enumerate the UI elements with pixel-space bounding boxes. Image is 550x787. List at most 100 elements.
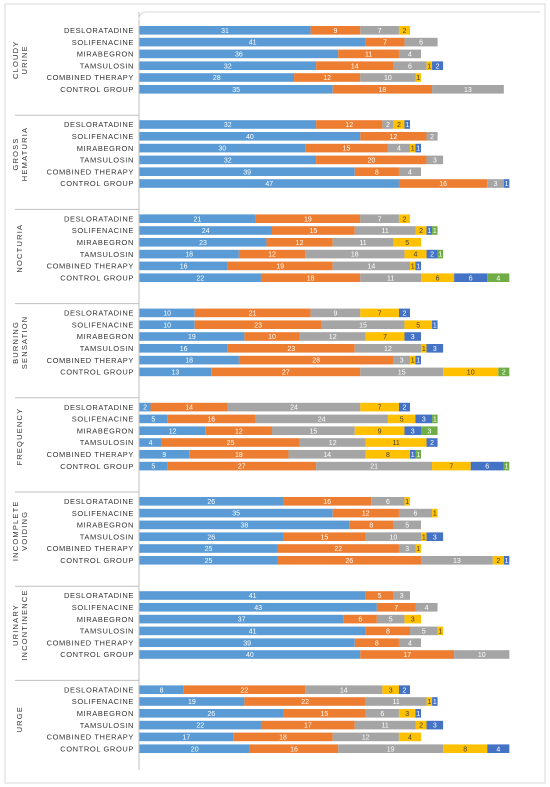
data-label: 7	[378, 216, 382, 223]
plot-top-border	[138, 11, 540, 21]
data-label: 37	[238, 617, 246, 624]
bar-segment	[227, 344, 355, 353]
bar-segment	[415, 450, 422, 459]
data-label: 2	[430, 440, 434, 447]
bar-segment	[415, 143, 422, 153]
category-label: COMBINED THERAPY	[47, 544, 134, 553]
bar-segment	[503, 179, 510, 188]
data-label: 1	[405, 499, 409, 506]
bar-segment	[360, 214, 399, 223]
category-label: DESLORATADINE	[64, 26, 134, 35]
bar-row: TAMSULOSIN 32 20 3	[80, 155, 444, 165]
data-label: 17	[304, 723, 312, 730]
data-label: 17	[183, 735, 191, 742]
bar-segment	[470, 461, 504, 471]
data-label: 6	[386, 499, 390, 506]
bar-segment	[503, 461, 510, 471]
bar-row: MIRABEGRON 26 15 6 3 1	[77, 709, 422, 718]
data-label: 47	[265, 181, 273, 188]
bar-segment	[415, 73, 422, 82]
category-label: MIRABEGRON	[77, 238, 134, 247]
data-label: 15	[343, 146, 351, 153]
data-label: 12	[235, 428, 243, 435]
data-label: 22	[240, 687, 248, 694]
data-label: 21	[249, 311, 257, 318]
data-label: 3	[400, 593, 404, 600]
group-cloudy-urine: CLOUDYURINE DESLORATADINE 31 9 7 2 SOLIFENACIN…	[11, 26, 504, 94]
bar-segment	[354, 720, 416, 730]
data-label: 39	[243, 640, 251, 647]
bar-segment	[426, 532, 444, 541]
bar-segment	[139, 37, 366, 47]
data-label: 8	[463, 746, 467, 753]
data-label: 2	[403, 687, 407, 694]
category-label: DESLORATADINE	[64, 214, 134, 223]
data-label: 3	[494, 181, 498, 188]
bar-segment	[415, 261, 422, 271]
data-label: 22	[196, 723, 204, 730]
data-label: 7	[378, 405, 382, 412]
bar-segment	[365, 591, 394, 600]
bar-row: DESLORATADINE 2 14 24 7 2	[64, 402, 410, 412]
data-label: 19	[188, 699, 196, 706]
bar-segment	[139, 61, 317, 70]
data-label: 4	[414, 252, 418, 259]
bar-segment	[139, 132, 361, 141]
data-label: 7	[378, 311, 382, 318]
bar-segment	[332, 508, 399, 518]
bar-segment	[382, 120, 394, 129]
category-label: CONTROL GROUP	[60, 273, 134, 282]
data-label: 19	[304, 216, 312, 223]
data-label: 15	[321, 711, 329, 718]
data-label: 11	[387, 275, 394, 282]
bar-segment	[426, 61, 433, 70]
bar-segment	[360, 26, 399, 35]
data-label: 38	[240, 523, 248, 530]
bar-segment	[398, 685, 410, 694]
data-label: 11	[381, 723, 388, 730]
category-label: TAMSULOSIN	[80, 532, 134, 541]
data-label: 4	[496, 275, 500, 282]
data-label: 18	[185, 252, 193, 259]
bar-segment	[365, 626, 410, 636]
bar-segment	[354, 426, 405, 435]
data-label: 16	[290, 746, 298, 753]
bar-segment	[139, 143, 306, 153]
bar-segment	[432, 226, 438, 235]
bar-segment	[404, 426, 422, 435]
bar-row: SOLIFENACINE 40 12 2	[72, 132, 438, 141]
bar-row: CONTROL GROUP 40 17 10	[60, 650, 510, 659]
bar-segment	[139, 308, 195, 318]
bar-segment	[492, 556, 504, 565]
data-label: 16	[439, 181, 447, 188]
bar-segment	[139, 320, 195, 329]
bar-segment	[260, 273, 361, 282]
bar-row: COMBINED THERAPY 28 12 10 1	[47, 73, 422, 82]
bar-segment	[354, 226, 416, 235]
data-label: 22	[196, 275, 204, 282]
data-label: 30	[218, 146, 226, 153]
data-label: 24	[290, 405, 298, 412]
bar-row: DESLORATADINE 26 16 6 1	[64, 497, 410, 506]
bar-segment	[421, 426, 438, 435]
data-label: 18	[378, 87, 386, 94]
data-label: 11	[381, 228, 388, 235]
bar-segment	[432, 697, 438, 706]
category-label: SOLIFENACINE	[72, 697, 134, 706]
data-label: 3	[433, 158, 437, 165]
data-label: 12	[169, 428, 177, 435]
data-label: 5	[422, 629, 426, 636]
data-label: 8	[375, 640, 379, 647]
bar-segment	[139, 120, 317, 129]
data-label: 2	[419, 723, 423, 730]
bar-row: SOLIFENACINE 5 16 24 5 3 1	[72, 414, 438, 424]
bar-segment	[404, 497, 410, 506]
data-label: 21	[194, 216, 202, 223]
bar-segment	[415, 709, 422, 718]
data-label: 16	[180, 346, 188, 353]
data-label: 7	[394, 605, 398, 612]
bar-segment	[238, 249, 306, 259]
data-label: 1	[505, 181, 509, 188]
bar-segment	[365, 709, 399, 718]
